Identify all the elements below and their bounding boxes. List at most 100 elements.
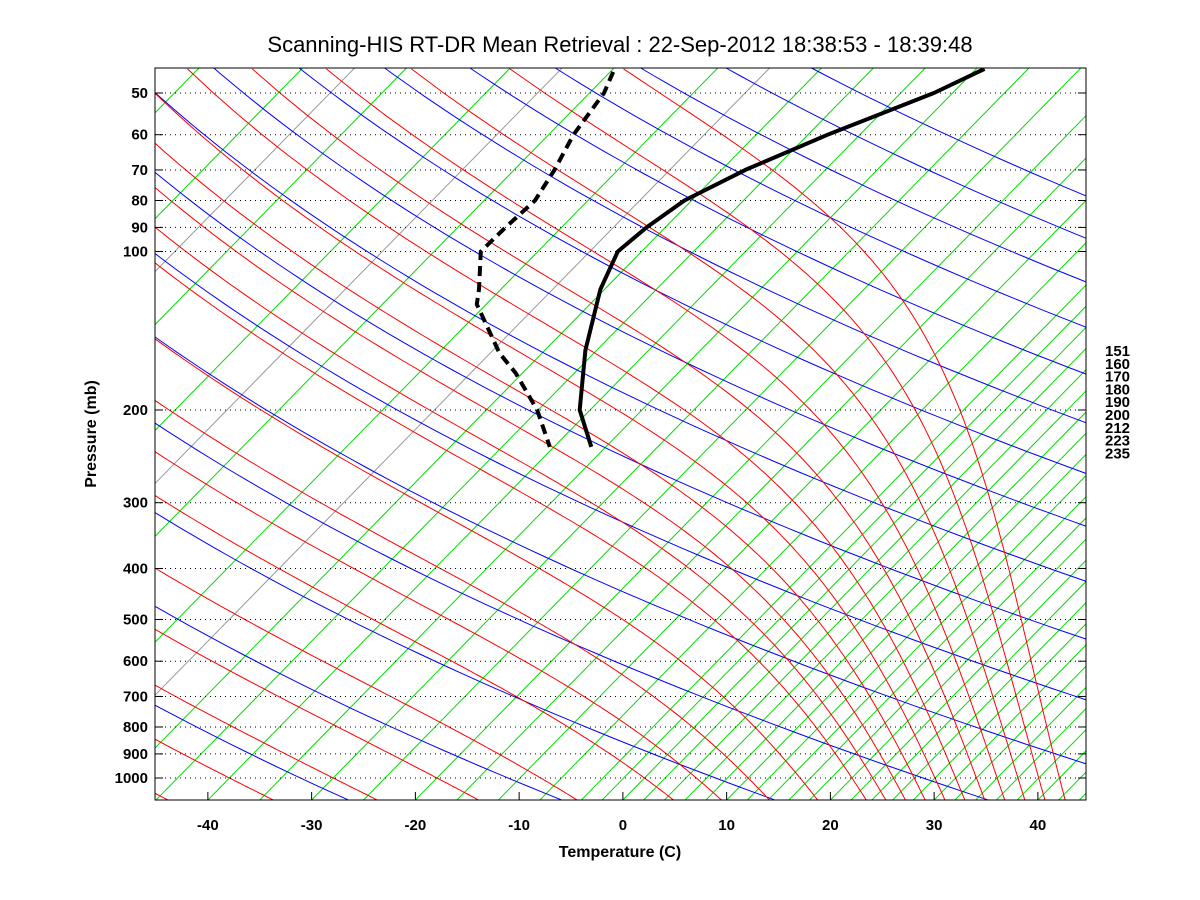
isotherm-line xyxy=(767,474,1086,800)
isotherm-line xyxy=(581,284,1086,800)
isotherm-line xyxy=(954,665,1086,800)
moist-adiabat-line xyxy=(155,684,377,800)
x-tick-label: 20 xyxy=(822,817,839,834)
isotherm-line xyxy=(155,68,511,432)
profiles xyxy=(474,68,986,448)
moist-adiabat-line xyxy=(155,567,577,800)
y-tick-label: 50 xyxy=(131,85,148,102)
x-tick-label: -40 xyxy=(197,817,219,834)
chart-title: Scanning-HIS RT-DR Mean Retrieval : 22-S… xyxy=(267,32,972,57)
isotherm-line xyxy=(850,559,1086,800)
isotherm-line xyxy=(726,432,1086,800)
moist-adiabat-line xyxy=(155,142,926,800)
isotherm-line xyxy=(684,390,1086,800)
dry-adiabat-line xyxy=(155,252,1086,701)
y-tick-label: 500 xyxy=(123,612,148,629)
y-axis-label: Pressure (mb) xyxy=(83,380,100,488)
isotherm-line xyxy=(871,580,1086,800)
isotherm-line xyxy=(155,68,823,749)
dry-adiabat-line xyxy=(155,171,1086,640)
moist-adiabat-line xyxy=(155,226,887,800)
dry-adiabat-line xyxy=(725,68,1086,239)
moist-adiabat-line xyxy=(155,738,274,800)
dry-adiabat-line xyxy=(0,64,135,800)
isotherm-line xyxy=(892,601,1086,800)
x-tick-label: -10 xyxy=(508,817,530,834)
side-label: 180 xyxy=(1105,381,1130,398)
y-tick-label: 90 xyxy=(131,219,148,236)
isotherm-line xyxy=(622,326,1086,800)
side-label: 223 xyxy=(1105,433,1130,450)
isotherm-line xyxy=(155,68,304,220)
moist-adiabat-line xyxy=(155,399,770,800)
dry-adiabat-line xyxy=(155,605,562,800)
dry-adiabat-line xyxy=(639,68,1086,283)
moist-adiabat-line xyxy=(155,262,867,800)
isotherm-line xyxy=(747,453,1086,800)
isotherm-line xyxy=(1079,792,1086,800)
moist-adiabat-line xyxy=(155,451,722,800)
isotherm-line xyxy=(933,644,1086,800)
y-tick-label: 300 xyxy=(123,495,148,512)
pressure-gridlines xyxy=(155,92,1086,779)
moist-adiabat-line xyxy=(411,68,1026,800)
moist-adiabat-line xyxy=(187,68,966,800)
isotherm-line xyxy=(664,369,1086,800)
side-label: 151 xyxy=(1105,343,1130,360)
x-tick-label: 0 xyxy=(619,817,627,834)
background-lines xyxy=(0,64,1086,800)
isotherm-line xyxy=(456,157,1086,800)
moist-adiabat-line xyxy=(155,494,674,800)
y-tick-label: 900 xyxy=(123,746,148,763)
dewpoint-profile-line xyxy=(474,71,616,448)
y-tick-label: 100 xyxy=(123,244,148,261)
isotherm-line xyxy=(498,199,1086,800)
isotherm-line xyxy=(788,496,1086,800)
moist-adiabat-line xyxy=(155,628,479,800)
isotherm-line xyxy=(155,68,356,273)
side-label: 160 xyxy=(1105,356,1130,373)
isotherm-line xyxy=(913,623,1086,800)
plot-frame xyxy=(154,67,1087,801)
dry-adiabat-line xyxy=(213,68,1086,527)
isotherm-line xyxy=(311,68,1030,800)
dry-adiabat-line xyxy=(155,511,775,800)
dry-adiabat-line xyxy=(383,68,1086,424)
isotherm-line xyxy=(830,538,1086,800)
y-tick-label: 700 xyxy=(123,688,148,705)
moist-adiabat-line xyxy=(155,338,818,800)
isotherm-line xyxy=(155,68,615,538)
y-tick-label: 400 xyxy=(123,560,148,577)
isotherm-line xyxy=(539,242,1086,800)
isotherm-line xyxy=(155,68,408,326)
isotherm-line xyxy=(155,68,200,114)
side-label: 200 xyxy=(1105,407,1130,424)
isotherm-line xyxy=(809,517,1086,800)
isotherm-line xyxy=(705,411,1086,800)
isotherm-line xyxy=(975,686,1086,800)
isotherm-line xyxy=(643,347,1086,800)
dry-adiabat-line xyxy=(155,336,1086,765)
moist-adiabat-line xyxy=(155,186,906,800)
y-tick-label: 600 xyxy=(123,653,148,670)
x-tick-label: -30 xyxy=(301,817,323,834)
moist-adiabat-line xyxy=(155,92,946,800)
x-axis-label: Temperature (C) xyxy=(559,844,681,861)
dry-adiabat-line xyxy=(469,68,1086,375)
y-tick-label: 60 xyxy=(131,127,148,144)
moist-adiabat-line xyxy=(623,68,1066,800)
moist-adiabat-line xyxy=(251,68,986,800)
dry-adiabat-line xyxy=(155,91,1086,582)
moist-adiabat-line xyxy=(509,68,1046,800)
isotherm-line xyxy=(259,68,978,800)
dry-adiabat-line xyxy=(155,422,988,800)
side-label: 235 xyxy=(1105,445,1130,462)
y-axis-ticks: 50 60 70 80 90 100 200 300 400 500 600 700 800 900 100… xyxy=(115,85,1086,787)
x-tick-label: 40 xyxy=(1030,817,1047,834)
x-tick-label: 10 xyxy=(718,817,735,834)
x-tick-label: -20 xyxy=(405,817,427,834)
isotherm-line xyxy=(207,68,926,800)
isotherm-line xyxy=(415,114,1086,800)
